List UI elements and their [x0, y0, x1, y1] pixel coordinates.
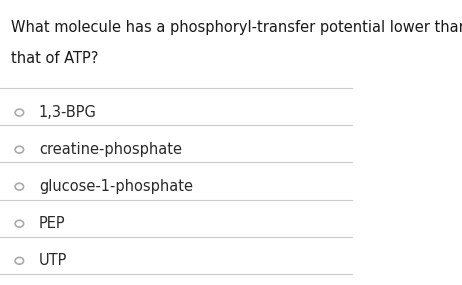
Text: What molecule has a phosphoryl-transfer potential lower than: What molecule has a phosphoryl-transfer …: [11, 20, 462, 35]
Text: 1,3-BPG: 1,3-BPG: [39, 105, 97, 120]
Text: that of ATP?: that of ATP?: [11, 51, 98, 66]
Text: UTP: UTP: [39, 253, 67, 268]
Text: PEP: PEP: [39, 216, 66, 231]
Text: glucose-1-phosphate: glucose-1-phosphate: [39, 179, 193, 194]
Text: creatine-phosphate: creatine-phosphate: [39, 142, 182, 157]
